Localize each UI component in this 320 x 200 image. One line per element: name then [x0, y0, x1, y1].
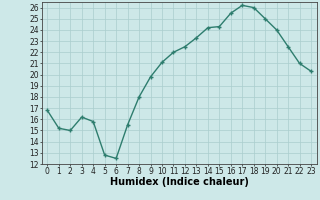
X-axis label: Humidex (Indice chaleur): Humidex (Indice chaleur) — [110, 177, 249, 187]
